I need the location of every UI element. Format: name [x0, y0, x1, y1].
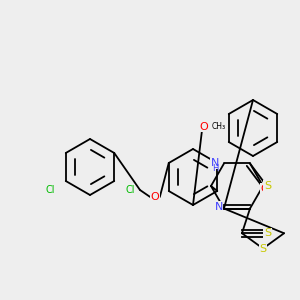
- Text: S: S: [260, 244, 267, 254]
- Text: Cl: Cl: [125, 185, 135, 195]
- Text: S: S: [264, 228, 271, 238]
- Text: N: N: [211, 158, 219, 169]
- Text: CH₃: CH₃: [212, 122, 226, 131]
- Text: O: O: [200, 122, 208, 131]
- Text: N: N: [214, 202, 223, 212]
- Text: S: S: [264, 181, 271, 191]
- Text: Cl: Cl: [45, 185, 55, 195]
- Text: O: O: [151, 192, 159, 202]
- Text: H: H: [212, 164, 218, 173]
- Text: O: O: [261, 184, 269, 194]
